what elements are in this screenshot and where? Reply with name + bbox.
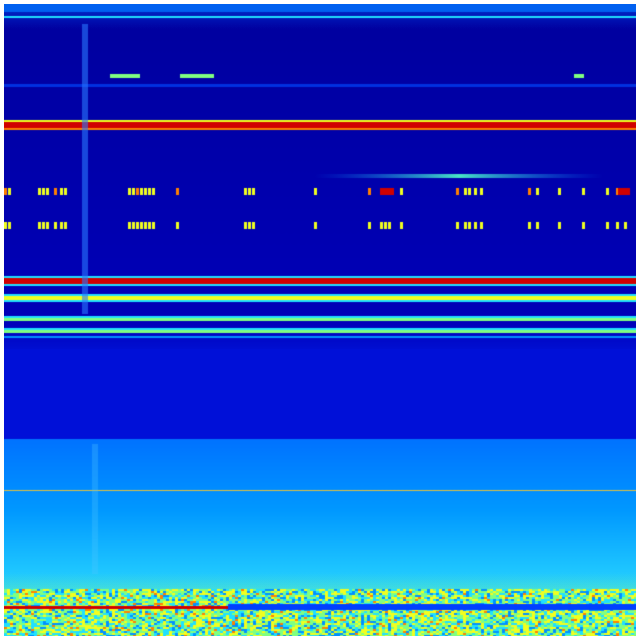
heatmap-image <box>0 0 640 640</box>
spectrogram-canvas <box>4 4 636 636</box>
